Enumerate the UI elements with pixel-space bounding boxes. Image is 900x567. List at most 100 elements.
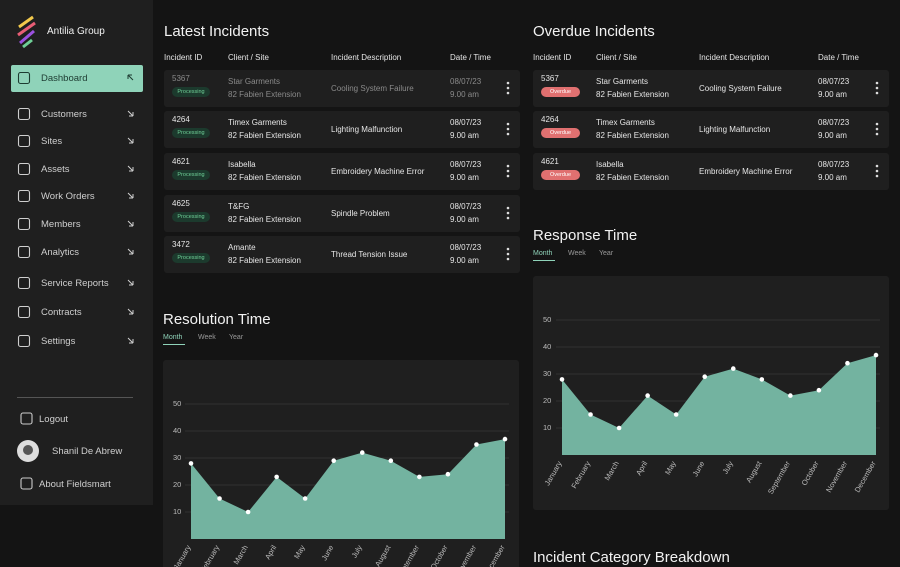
data-point [759, 377, 765, 382]
column-header: Client / Site [228, 53, 269, 62]
incident-time: 9.00 am [450, 173, 479, 182]
data-point [845, 360, 850, 366]
incident-row[interactable] [533, 153, 889, 190]
incident-row[interactable] [533, 111, 889, 148]
footer-item[interactable]: Logout [39, 414, 69, 425]
menu-dot [506, 81, 510, 85]
incident-row[interactable] [164, 236, 520, 273]
nav-item[interactable]: Work Orders [41, 191, 95, 202]
data-point [616, 425, 622, 431]
nav-item[interactable]: Service Reports [41, 278, 109, 289]
incident-time: 9.00 am [450, 131, 479, 140]
column-header: Incident Description [699, 53, 770, 62]
column-header: Incident Description [331, 53, 402, 62]
client-name: Star Garments [596, 77, 649, 86]
row-menu[interactable] [874, 122, 880, 138]
chart-tab[interactable]: Year [599, 250, 614, 257]
nav-arrow [127, 248, 134, 255]
incident-description: Embroidery Machine Error [699, 167, 793, 176]
icon-shape [17, 217, 31, 231]
icon-shape [17, 334, 31, 348]
incident-time: 9.00 am [450, 256, 479, 265]
row-menu[interactable] [505, 122, 511, 138]
data-point [445, 471, 451, 477]
row-menu[interactable] [874, 81, 880, 97]
row-menu[interactable] [505, 206, 511, 222]
menu-dot [875, 91, 879, 95]
y-tick-label: 50 [543, 315, 551, 324]
site-name: 82 Fabien Extension [228, 256, 301, 265]
arrow-shape [127, 165, 134, 172]
client-name: Star Garments [228, 77, 281, 86]
menu-dot [506, 211, 510, 215]
client-name: Isabella [596, 160, 624, 169]
chart-tab[interactable]: Year [229, 334, 244, 341]
nav-arrow [127, 220, 134, 227]
menu-dot [875, 174, 879, 178]
chart-tab[interactable]: Month [163, 334, 183, 341]
chart-tab[interactable]: Month [533, 250, 553, 257]
nav-item[interactable]: Contracts [41, 307, 82, 318]
nav-icon [17, 189, 31, 203]
data-point [502, 436, 508, 442]
nav-item[interactable]: Analytics [41, 247, 80, 258]
menu-dot [506, 86, 510, 90]
incident-id: 4625 [172, 199, 190, 208]
arrow-shape [127, 192, 134, 199]
incident-date: 08/07/23 [450, 160, 482, 169]
data-point [359, 450, 365, 455]
y-tick-label: 10 [173, 507, 181, 516]
data-point [816, 387, 822, 393]
data-point [673, 412, 679, 417]
incident-row[interactable] [164, 70, 520, 107]
nav-active-bg [11, 65, 143, 92]
status-badge: Processing [172, 87, 210, 97]
data-point [302, 496, 308, 501]
nav-item[interactable]: Customers [41, 109, 87, 120]
footer-item[interactable]: About Fieldsmart [39, 479, 111, 490]
menu-dot [506, 257, 510, 261]
incident-row[interactable] [533, 70, 889, 107]
arrow-shape [127, 110, 134, 117]
nav-icon [17, 71, 31, 85]
incident-description: Cooling System Failure [331, 84, 414, 93]
tab-underline [533, 260, 555, 261]
chart-tab[interactable]: Week [198, 334, 216, 341]
nav-arrow [127, 165, 134, 172]
menu-dot [506, 91, 510, 95]
row-menu[interactable] [505, 164, 511, 180]
nav-item[interactable]: Sites [41, 136, 63, 147]
nav-item[interactable]: Assets [41, 164, 70, 175]
icon-shape [17, 305, 31, 319]
row-menu[interactable] [505, 81, 511, 97]
data-point [274, 474, 279, 480]
nav-item[interactable]: Settings [41, 336, 76, 347]
data-point [730, 366, 736, 371]
data-point [788, 393, 793, 398]
row-menu[interactable] [505, 247, 511, 263]
nav-arrow [127, 337, 134, 344]
incident-row[interactable] [164, 195, 520, 232]
footer-icon [20, 412, 33, 425]
arrow-shape [127, 279, 134, 286]
brand-logo [17, 15, 36, 49]
nav-item[interactable]: Members [41, 219, 81, 230]
icon-shape [17, 107, 31, 121]
incident-date: 08/07/23 [450, 118, 482, 127]
incident-description: Cooling System Failure [699, 84, 782, 93]
nav-icon [17, 334, 31, 348]
nav-item[interactable]: Dashboard [41, 73, 88, 84]
data-point [645, 393, 650, 398]
incident-row[interactable] [164, 153, 520, 190]
chart-tab[interactable]: Week [568, 250, 586, 257]
site-name: 82 Fabien Extension [228, 215, 301, 224]
menu-dot [506, 247, 510, 251]
arrow-shape [127, 308, 134, 315]
icon-shape [17, 189, 31, 203]
footer-item[interactable]: Shanil De Abrew [52, 446, 123, 457]
incident-row[interactable] [164, 111, 520, 148]
row-menu[interactable] [874, 164, 880, 180]
incident-description: Spindle Problem [331, 209, 390, 218]
section-title: Incident Category Breakdown [533, 549, 730, 566]
